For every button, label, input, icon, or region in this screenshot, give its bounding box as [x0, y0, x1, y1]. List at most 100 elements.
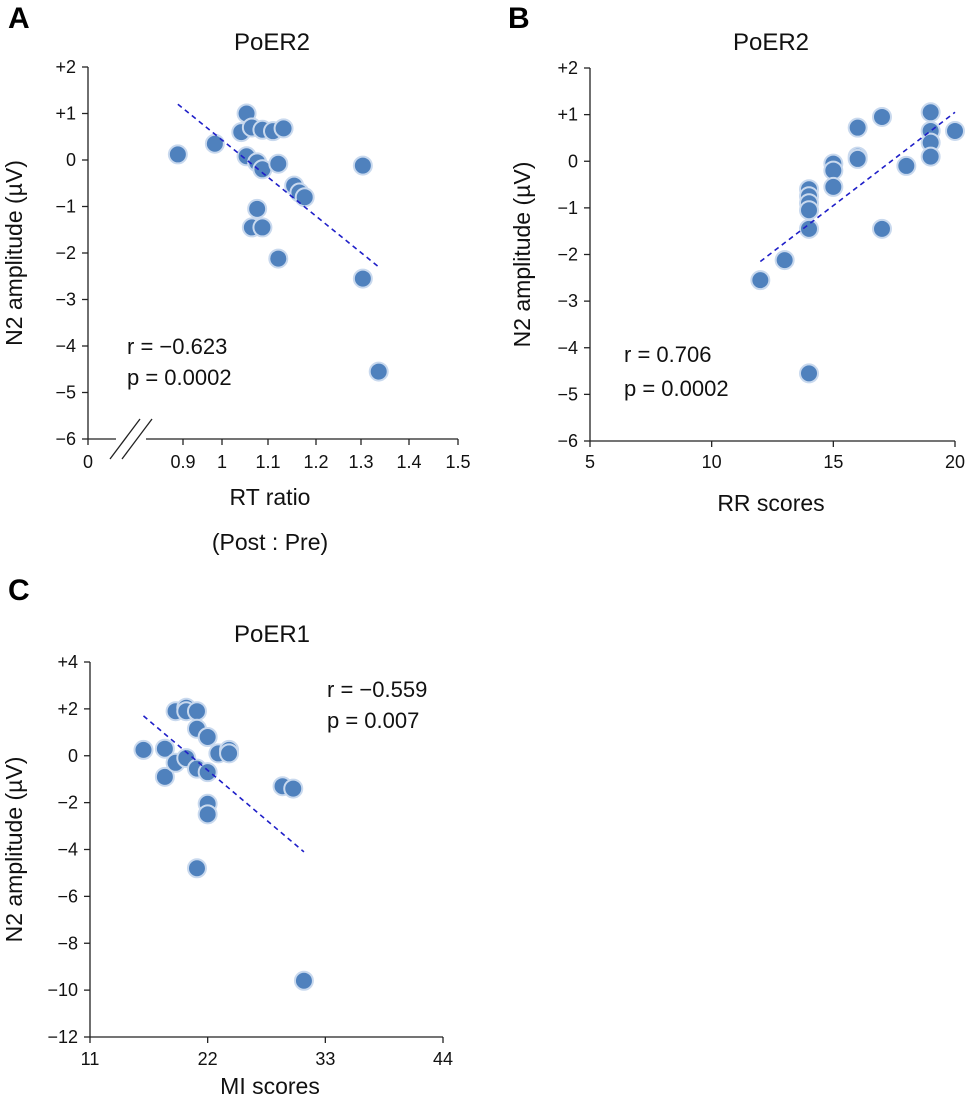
panel-letter: B — [508, 2, 530, 35]
data-point — [368, 361, 389, 382]
y-tick-label: −1 — [55, 197, 76, 217]
data-point — [283, 778, 304, 799]
x-tick-label: 10 — [702, 452, 722, 472]
data-point — [197, 804, 218, 825]
y-tick-label: −6 — [55, 429, 76, 449]
data-point — [247, 198, 268, 219]
y-tick-label: +2 — [557, 58, 578, 78]
x-tick-label: 1.4 — [396, 452, 421, 472]
x-axis-label: RR scores — [717, 490, 824, 516]
x-tick-label: 1.2 — [303, 452, 328, 472]
data-point — [774, 250, 795, 271]
y-tick-label: +1 — [557, 105, 578, 125]
x-tick-label: 1.5 — [445, 452, 470, 472]
panel-a: A PoER2 +2 +1 0 −1 −2 −3 −4 −5 −6 0 0.9 1 1.1 1.2 1.3 1.4… — [1, 2, 471, 555]
y-axis-label: N2 amplitude (µV) — [509, 162, 535, 348]
panel-letter: C — [8, 574, 30, 607]
axis-break-mark — [109, 418, 141, 460]
y-tick-label: −3 — [55, 290, 76, 310]
data-point — [167, 144, 188, 165]
x-tick-label: 15 — [823, 452, 843, 472]
x-tick-label: 5 — [585, 452, 595, 472]
data-point — [204, 133, 225, 154]
trend-line — [177, 103, 380, 268]
x-tick-label: 20 — [945, 452, 965, 472]
y-tick-label: +2 — [57, 699, 78, 719]
y-tick-label: −6 — [57, 886, 78, 906]
y-tick-label: −5 — [55, 383, 76, 403]
trend-line — [142, 715, 305, 853]
y-tick-label: 0 — [66, 150, 76, 170]
y-axis-label: N2 amplitude (µV) — [1, 160, 27, 346]
x-tick-label: 33 — [315, 1049, 335, 1069]
data-point — [847, 148, 868, 169]
data-point — [186, 858, 207, 879]
data-point — [197, 762, 218, 783]
x-axis-label: MI scores — [220, 1073, 320, 1099]
stat-r: r = −0.559 — [327, 677, 427, 702]
data-point — [133, 739, 154, 760]
stat-p: p = 0.0002 — [127, 365, 232, 390]
data-point — [293, 970, 314, 991]
data-point — [799, 200, 819, 221]
data-point — [186, 701, 207, 722]
data-point — [945, 120, 965, 141]
y-tick-label: 0 — [568, 151, 578, 171]
data-point — [268, 248, 289, 269]
chart-title: PoER2 — [234, 29, 310, 56]
data-point — [920, 146, 941, 167]
data-point — [154, 766, 175, 787]
data-point — [219, 743, 240, 764]
y-tick-label: −4 — [557, 338, 578, 358]
y-tick-label: −6 — [557, 431, 578, 451]
data-point — [872, 106, 892, 127]
stat-p: p = 0.007 — [327, 708, 419, 733]
data-point — [799, 363, 819, 384]
y-tick-label: −2 — [55, 243, 76, 263]
data-point — [352, 155, 373, 176]
data-point — [352, 268, 373, 289]
data-point — [872, 218, 892, 239]
x-tick-label: 1.3 — [348, 452, 373, 472]
y-tick-label: −8 — [57, 933, 78, 953]
y-tick-label: −5 — [557, 384, 578, 404]
y-tick-label: −1 — [557, 198, 578, 218]
x-tick-label: 0.9 — [170, 452, 195, 472]
x-tick-label: 11 — [81, 1049, 100, 1069]
data-point — [154, 738, 175, 759]
y-tick-label: −2 — [57, 793, 78, 813]
data-point — [920, 102, 941, 123]
data-point — [799, 218, 819, 239]
y-tick-label: −2 — [557, 245, 578, 265]
y-tick-label: −10 — [47, 980, 78, 1000]
x-axis-label: RT ratio — [230, 484, 311, 510]
data-point — [252, 217, 273, 238]
data-point — [823, 176, 844, 197]
axis-break-mark — [121, 418, 153, 460]
chart-title: PoER1 — [234, 621, 310, 648]
data-point — [268, 153, 289, 174]
data-point — [896, 155, 917, 176]
data-point — [823, 160, 844, 181]
data-point — [847, 117, 868, 138]
y-tick-label: +2 — [55, 57, 76, 77]
x-tick-label: 44 — [433, 1049, 453, 1069]
panel-b: B PoER2 +2 +1 0 −1 −2 −3 −4 −5 −6 5 10 15 20 RR scores N… — [508, 2, 965, 516]
y-tick-label: −4 — [57, 840, 78, 860]
y-tick-label: +1 — [55, 104, 76, 124]
stat-p: p = 0.0002 — [624, 376, 729, 401]
stat-r: r = −0.623 — [127, 334, 227, 359]
y-axis-label: N2 amplitude (µV) — [1, 757, 27, 943]
y-tick-label: −3 — [557, 291, 578, 311]
y-tick-label: −4 — [55, 336, 76, 356]
x-tick-label: 22 — [198, 1049, 218, 1069]
y-tick-label: +4 — [57, 652, 78, 672]
data-point — [294, 187, 315, 208]
data-point — [197, 727, 218, 747]
axis-break-gap — [116, 433, 146, 445]
y-tick-label: 0 — [68, 746, 78, 766]
x-axis-sublabel: (Post : Pre) — [212, 529, 328, 555]
y-tick-label: −12 — [47, 1027, 78, 1047]
